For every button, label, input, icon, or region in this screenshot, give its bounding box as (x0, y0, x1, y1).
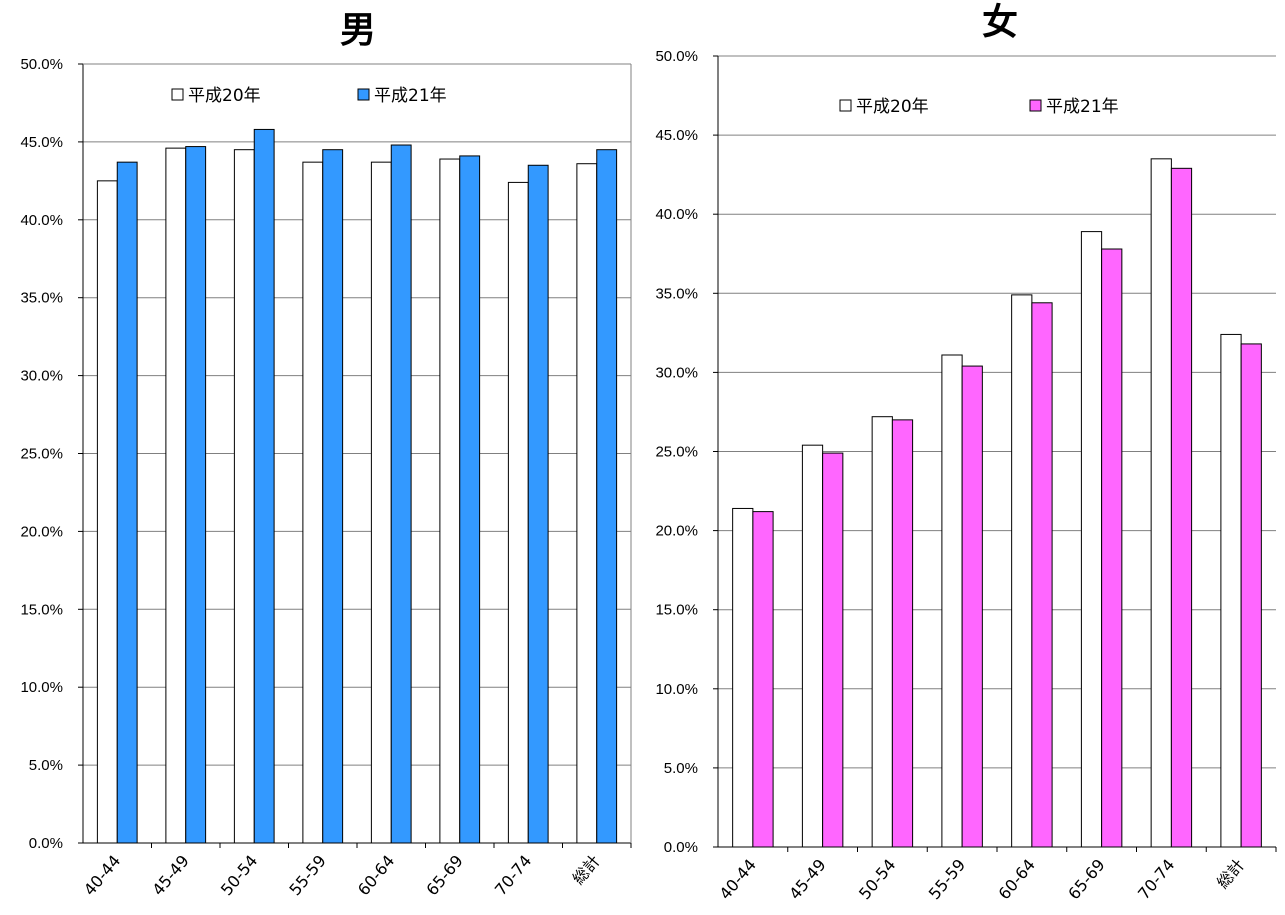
bar-2-70-74 (527, 164, 549, 844)
y-tick-label: 25.0% (655, 444, 698, 461)
bar-2-55-59 (961, 365, 983, 848)
x-tick-label: 50-54 (855, 855, 899, 903)
y-tick-label: 50.0% (20, 56, 63, 73)
chart-title: 男 (340, 10, 376, 51)
y-tick-label: 5.0% (664, 760, 698, 777)
x-tick-label: 55-59 (285, 851, 329, 899)
bar-1-40-44 (96, 180, 118, 844)
legend-label: 平成20年 (188, 86, 261, 106)
bar-2-60-64 (1031, 302, 1053, 848)
y-tick-label: 50.0% (655, 48, 698, 65)
bar-2-45-49 (822, 452, 844, 848)
bar-1-40-44 (732, 507, 754, 848)
legend-label: 平成21年 (1046, 97, 1119, 117)
bar-2-55-59 (322, 149, 344, 844)
x-tick-label: 65-69 (422, 851, 466, 899)
x-tick-label: 60-64 (354, 851, 398, 899)
x-tick-label: 55-59 (925, 855, 969, 903)
bar-2-65-69 (1101, 248, 1123, 848)
x-tick-label: 65-69 (1064, 855, 1108, 903)
legend-swatch (839, 99, 852, 112)
y-tick-label: 40.0% (655, 206, 698, 223)
x-tick-label: 総計 (569, 851, 604, 888)
bar-2-70-74 (1170, 167, 1193, 848)
bar-1-60-64 (370, 161, 392, 844)
y-tick-label: 10.0% (655, 681, 698, 698)
y-tick-label: 10.0% (20, 679, 63, 696)
bar-1-55-59 (302, 161, 324, 844)
bar-1-70-74 (1150, 158, 1172, 848)
bar-1-総計 (1220, 333, 1242, 848)
y-tick-label: 30.0% (20, 368, 63, 385)
bar-2-50-54 (253, 128, 275, 844)
chart-2: 女 0.0% 5.0% 10.0% 15.0% 20.0% 25.0% 30.0% 35.0% 4… (655, 2, 1277, 903)
legend-swatch (357, 88, 370, 101)
bar-1-65-69 (439, 158, 461, 844)
bar-1-60-64 (1011, 294, 1033, 848)
bar-1-総計 (576, 163, 598, 844)
x-tick-label: 40-44 (715, 855, 759, 903)
x-tick-label: 50-54 (217, 851, 261, 899)
y-tick-label: 35.0% (20, 290, 63, 307)
bar-2-45-49 (185, 146, 207, 844)
bar-2-総計 (1240, 343, 1262, 848)
y-tick-label: 15.0% (20, 601, 63, 618)
x-tick-label: 総計 (1213, 855, 1248, 892)
bar-2-40-44 (116, 161, 138, 844)
x-tick-label: 70-74 (491, 851, 535, 899)
y-tick-label: 30.0% (655, 364, 698, 381)
legend-label: 平成21年 (374, 86, 447, 106)
bar-1-50-54 (233, 149, 255, 844)
bar-2-40-44 (752, 511, 774, 848)
y-tick-label: 20.0% (20, 523, 63, 540)
chart-title: 女 (982, 2, 1018, 43)
y-tick-label: 0.0% (29, 835, 63, 852)
x-tick-label: 60-64 (994, 855, 1038, 903)
y-tick-label: 45.0% (20, 134, 63, 151)
bar-2-50-54 (891, 419, 914, 848)
legend-label: 平成20年 (856, 97, 929, 117)
y-tick-label: 40.0% (20, 212, 63, 229)
y-tick-label: 35.0% (655, 285, 698, 302)
bar-1-45-49 (165, 147, 187, 844)
y-tick-label: 5.0% (29, 757, 63, 774)
x-tick-label: 45-49 (148, 851, 192, 899)
y-tick-label: 25.0% (20, 446, 63, 463)
y-tick-label: 15.0% (655, 602, 698, 619)
bar-1-50-54 (871, 416, 893, 848)
y-tick-label: 45.0% (655, 127, 698, 144)
y-tick-label: 0.0% (664, 839, 698, 856)
bar-1-55-59 (941, 354, 963, 848)
y-tick-label: 20.0% (655, 523, 698, 540)
x-tick-label: 40-44 (80, 851, 124, 899)
bar-2-総計 (596, 149, 618, 844)
legend-swatch (171, 88, 184, 101)
bar-1-65-69 (1080, 231, 1103, 848)
bar-2-65-69 (459, 155, 481, 844)
legend-swatch (1029, 99, 1042, 112)
x-tick-label: 45-49 (785, 855, 829, 903)
bar-1-45-49 (801, 444, 824, 848)
x-tick-label: 70-74 (1134, 855, 1178, 903)
chart-1: 男 0.0% 5.0% 10.0% 15.0% 20.0% 25.0% 30.0% 35.0% 4… (20, 10, 632, 899)
bar-2-60-64 (390, 144, 412, 844)
bar-1-70-74 (507, 181, 529, 844)
